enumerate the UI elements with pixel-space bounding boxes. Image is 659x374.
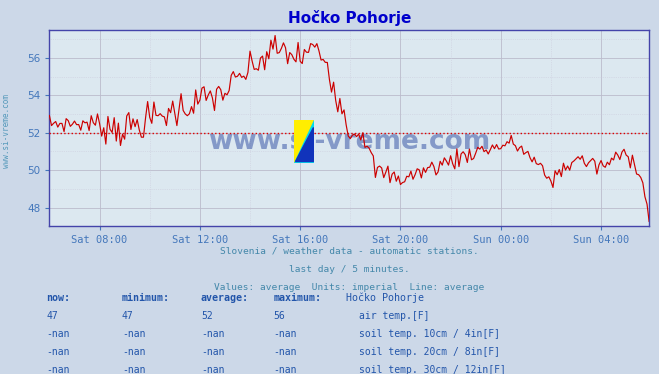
Text: -nan: -nan [46, 329, 70, 339]
Text: last day / 5 minutes.: last day / 5 minutes. [289, 265, 410, 274]
Text: soil temp. 10cm / 4in[F]: soil temp. 10cm / 4in[F] [359, 329, 500, 339]
Text: now:: now: [46, 293, 70, 303]
Polygon shape [295, 127, 313, 161]
Text: Slovenia / weather data - automatic stations.: Slovenia / weather data - automatic stat… [220, 247, 478, 256]
Text: -nan: -nan [122, 347, 146, 357]
Text: -nan: -nan [273, 329, 297, 339]
Text: -nan: -nan [273, 365, 297, 374]
Title: Hočko Pohorje: Hočko Pohorje [287, 10, 411, 26]
Text: 52: 52 [201, 311, 213, 321]
Polygon shape [294, 120, 314, 163]
Text: www.si-vreme.com: www.si-vreme.com [208, 129, 490, 155]
Text: -nan: -nan [46, 365, 70, 374]
Text: -nan: -nan [273, 347, 297, 357]
Text: -nan: -nan [201, 365, 225, 374]
Text: Values: average  Units: imperial  Line: average: Values: average Units: imperial Line: av… [214, 283, 484, 292]
Text: www.si-vreme.com: www.si-vreme.com [2, 94, 11, 168]
Text: Slovenia: Slovenia [349, 137, 355, 138]
Text: soil temp. 20cm / 8in[F]: soil temp. 20cm / 8in[F] [359, 347, 500, 357]
Text: 56: 56 [273, 311, 285, 321]
Text: 47: 47 [122, 311, 134, 321]
Text: -nan: -nan [122, 329, 146, 339]
Polygon shape [294, 120, 314, 163]
Text: -nan: -nan [122, 365, 146, 374]
Text: 47: 47 [46, 311, 58, 321]
Text: soil temp. 30cm / 12in[F]: soil temp. 30cm / 12in[F] [359, 365, 506, 374]
Text: -nan: -nan [201, 347, 225, 357]
Text: minimum:: minimum: [122, 293, 170, 303]
Text: -nan: -nan [46, 347, 70, 357]
Text: air temp.[F]: air temp.[F] [359, 311, 430, 321]
Text: -nan: -nan [201, 329, 225, 339]
Text: maximum:: maximum: [273, 293, 322, 303]
Text: average:: average: [201, 293, 249, 303]
Text: Hočko Pohorje: Hočko Pohorje [346, 292, 424, 303]
